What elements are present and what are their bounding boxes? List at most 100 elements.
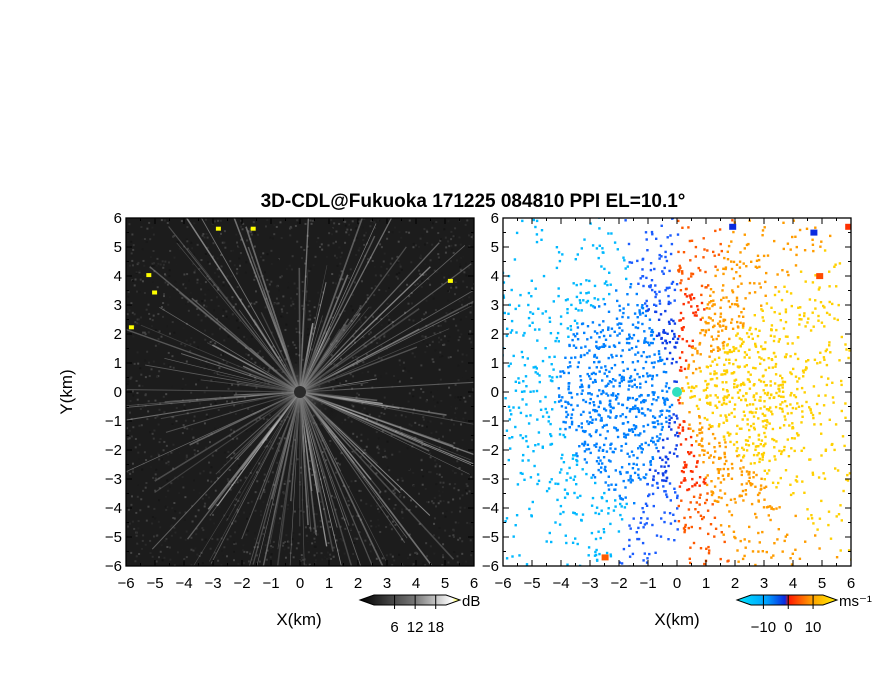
reflectivity-speckle [209, 547, 212, 550]
velocity-point [625, 337, 629, 341]
reflectivity-speckle [174, 531, 177, 534]
reflectivity-speckle [362, 238, 365, 241]
velocity-point [564, 406, 568, 409]
velocity-point [745, 353, 748, 356]
reflectivity-speckle [296, 287, 299, 290]
velocity-point [523, 478, 526, 481]
reflectivity-speckle [213, 522, 216, 525]
velocity-point [699, 331, 702, 335]
velocity-point [729, 440, 732, 444]
velocity-point [614, 427, 618, 430]
reflectivity-speckle [382, 368, 385, 371]
velocity-point [641, 311, 645, 315]
reflectivity-y-tick-label: 6 [114, 210, 122, 227]
reflectivity-speckle [464, 411, 467, 414]
reflectivity-speckle [256, 541, 259, 544]
reflectivity-speckle [377, 524, 380, 527]
velocity-point [709, 454, 712, 457]
velocity-point [576, 460, 579, 463]
reflectivity-speckle [345, 354, 348, 357]
reflectivity-speckle [185, 455, 188, 458]
velocity-point [664, 289, 667, 292]
reflectivity-speckle [323, 558, 326, 561]
reflectivity-speckle [409, 553, 412, 556]
velocity-point [718, 400, 721, 404]
velocity-point [569, 365, 572, 368]
reflectivity-speckle [361, 226, 364, 229]
reflectivity-speckle [371, 314, 374, 317]
velocity-point [508, 418, 511, 421]
velocity-point [568, 608, 570, 610]
velocity-point [708, 199, 710, 201]
velocity-point [711, 411, 714, 415]
velocity-point [649, 262, 653, 265]
reflectivity-speckle [289, 297, 292, 300]
reflectivity-speckle [351, 387, 354, 390]
reflectivity-speckle [184, 287, 187, 290]
velocity-point [560, 457, 563, 460]
reflectivity-speckle [270, 545, 273, 548]
velocity-point [695, 465, 698, 468]
velocity-point [559, 504, 563, 508]
reflectivity-speckle [360, 439, 363, 442]
velocity-point [642, 476, 645, 479]
velocity-point [714, 229, 717, 233]
velocity-point [781, 383, 784, 386]
velocity-point [758, 457, 762, 461]
velocity-point [759, 286, 762, 289]
reflectivity-speckle [387, 315, 390, 318]
reflectivity-speckle [388, 321, 391, 324]
velocity-point [603, 303, 607, 306]
reflectivity-speckle [238, 244, 241, 247]
reflectivity-speckle [435, 331, 438, 334]
velocity-point [790, 391, 793, 395]
reflectivity-speckle [420, 364, 423, 367]
reflectivity-speckle [202, 406, 205, 409]
velocity-point [681, 270, 684, 273]
reflectivity-speckle [226, 478, 229, 481]
reflectivity-speckle [280, 505, 283, 508]
velocity-point [631, 407, 634, 411]
reflectivity-speckle [282, 315, 285, 318]
velocity-point [637, 476, 641, 479]
reflectivity-speckle [345, 493, 348, 496]
reflectivity-speckle [163, 293, 166, 296]
reflectivity-speckle [132, 426, 135, 429]
reflectivity-speckle [356, 313, 359, 316]
reflectivity-speckle [199, 472, 202, 475]
reflectivity-speckle [432, 222, 435, 225]
velocity-point [768, 396, 771, 400]
reflectivity-speckle [454, 483, 457, 486]
reflectivity-speckle [314, 559, 317, 562]
velocity-point [640, 451, 643, 454]
velocity-point [614, 599, 616, 601]
velocity-point [754, 327, 757, 331]
velocity-point [732, 230, 735, 234]
reflectivity-speckle [171, 321, 174, 324]
reflectivity-speckle [226, 518, 229, 521]
reflectivity-speckle [130, 503, 133, 506]
velocity-point [854, 376, 856, 378]
reflectivity-speckle [454, 396, 457, 399]
velocity-point [628, 538, 631, 542]
reflectivity-speckle [258, 326, 261, 329]
velocity-point [625, 406, 629, 410]
velocity-point [774, 355, 777, 358]
velocity-point [575, 332, 579, 335]
reflectivity-speckle [219, 219, 222, 222]
reflectivity-speckle [306, 234, 309, 237]
velocity-point [827, 523, 830, 527]
reflectivity-speckle [325, 500, 328, 503]
reflectivity-speckle [174, 357, 177, 360]
reflectivity-speckle [441, 282, 444, 285]
reflectivity-speckle [296, 458, 299, 461]
reflectivity-speckle [441, 554, 444, 557]
velocity-point [652, 441, 655, 444]
reflectivity-speckle [127, 291, 130, 294]
reflectivity-speckle [167, 303, 170, 306]
reflectivity-speckle [261, 519, 264, 522]
velocity-point [807, 517, 810, 520]
reflectivity-speckle [253, 397, 256, 400]
reflectivity-speckle [447, 240, 450, 243]
reflectivity-speckle [313, 554, 316, 557]
